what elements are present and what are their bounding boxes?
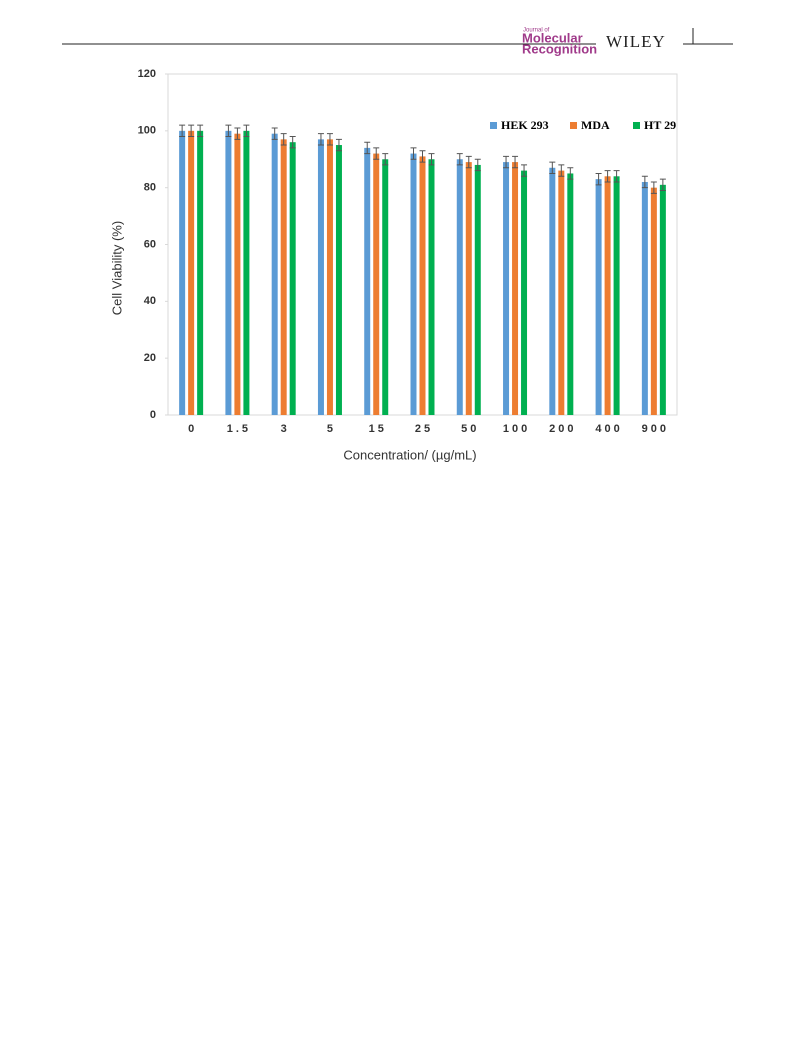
error-bar: [474, 158, 481, 172]
error-bar: [335, 138, 342, 152]
bar: [567, 173, 574, 415]
bar: [465, 162, 472, 415]
error-bar: [503, 155, 510, 169]
bar: [613, 176, 620, 415]
legend-label: HEK 293: [501, 118, 549, 132]
error-bar: [659, 178, 666, 192]
error-bar: [188, 124, 195, 138]
bar: [428, 159, 435, 415]
bar: [650, 187, 657, 415]
bar: [271, 133, 278, 416]
bar: [197, 130, 204, 416]
error-bar: [225, 124, 232, 138]
error-bar: [179, 124, 186, 138]
y-tick-label: 60: [144, 238, 156, 250]
bar: [382, 159, 389, 415]
error-bar: [595, 172, 602, 186]
bar: [558, 170, 565, 415]
bar: [326, 139, 333, 415]
error-bar: [549, 161, 556, 174]
bar: [225, 130, 232, 416]
bar: [289, 142, 296, 415]
bar: [512, 162, 519, 415]
error-bar: [234, 127, 241, 140]
legend-swatch: [570, 122, 577, 129]
publisher: WILEY: [606, 32, 666, 51]
x-tick-label: 1.5: [227, 423, 251, 435]
bar: [179, 130, 186, 416]
error-bar: [419, 150, 426, 163]
bar: [521, 170, 528, 415]
error-bar: [243, 124, 250, 138]
y-tick-label: 100: [138, 125, 156, 137]
y-tick-label: 20: [144, 352, 156, 364]
bar: [373, 153, 380, 416]
bar: [364, 147, 371, 415]
y-tick-label: 80: [144, 182, 156, 194]
y-tick-label: 120: [138, 68, 156, 80]
error-bar: [317, 133, 324, 146]
error-bar: [558, 164, 565, 177]
error-bar: [428, 153, 435, 166]
bar: [549, 167, 556, 415]
bar: [419, 156, 426, 416]
x-tick-label: 15: [369, 423, 387, 435]
bar: [659, 184, 666, 415]
journal-title: Recognition: [522, 41, 597, 56]
x-tick-label: 100: [503, 423, 530, 435]
bar: [335, 145, 342, 415]
y-tick-label: 40: [144, 295, 156, 307]
x-tick-label: 5: [327, 423, 336, 435]
bar: [604, 176, 611, 415]
error-bar: [465, 155, 472, 169]
legend-swatch: [490, 122, 497, 129]
error-bar: [521, 164, 528, 177]
error-bar: [410, 147, 417, 160]
x-tick-label: 3: [281, 423, 290, 435]
x-axis-label: Concentration/ (µg/mL): [343, 447, 476, 462]
bar: [243, 130, 250, 416]
journal-title: Molecular: [522, 30, 583, 45]
bar: [410, 153, 417, 416]
x-tick-label: 50: [461, 423, 479, 435]
journal-prefix: Journal of: [523, 28, 550, 34]
x-tick-label: 25: [415, 423, 433, 435]
bar: [234, 133, 241, 416]
error-bar: [280, 133, 287, 146]
x-tick-label: 400: [595, 423, 622, 435]
error-bar: [373, 147, 380, 160]
error-bar: [326, 133, 333, 146]
error-bar: [604, 170, 611, 183]
bar: [474, 164, 481, 415]
error-bar: [567, 167, 574, 180]
x-tick-label: 200: [549, 423, 576, 435]
x-tick-label: 900: [642, 423, 669, 435]
error-bar: [512, 155, 519, 169]
bar: [188, 130, 195, 416]
error-bar: [197, 124, 204, 138]
x-tick-label: 0: [188, 423, 197, 435]
bar: [595, 179, 602, 415]
bar: [503, 162, 510, 415]
error-bar: [456, 153, 463, 166]
error-bar: [650, 181, 657, 194]
error-bar: [271, 127, 278, 140]
bar: [317, 139, 324, 415]
y-tick-label: 0: [150, 409, 156, 421]
error-bar: [613, 170, 620, 183]
bar: [280, 139, 287, 415]
bar: [641, 181, 648, 415]
error-bar: [364, 141, 371, 155]
legend-label: MDA: [581, 118, 610, 132]
error-bar: [289, 136, 296, 149]
legend-swatch: [633, 122, 640, 129]
bar: [456, 159, 463, 415]
legend-label: HT 29: [644, 118, 676, 132]
error-bar: [641, 175, 648, 189]
y-axis-label: Cell Viability (%): [109, 221, 124, 315]
error-bar: [382, 153, 389, 166]
